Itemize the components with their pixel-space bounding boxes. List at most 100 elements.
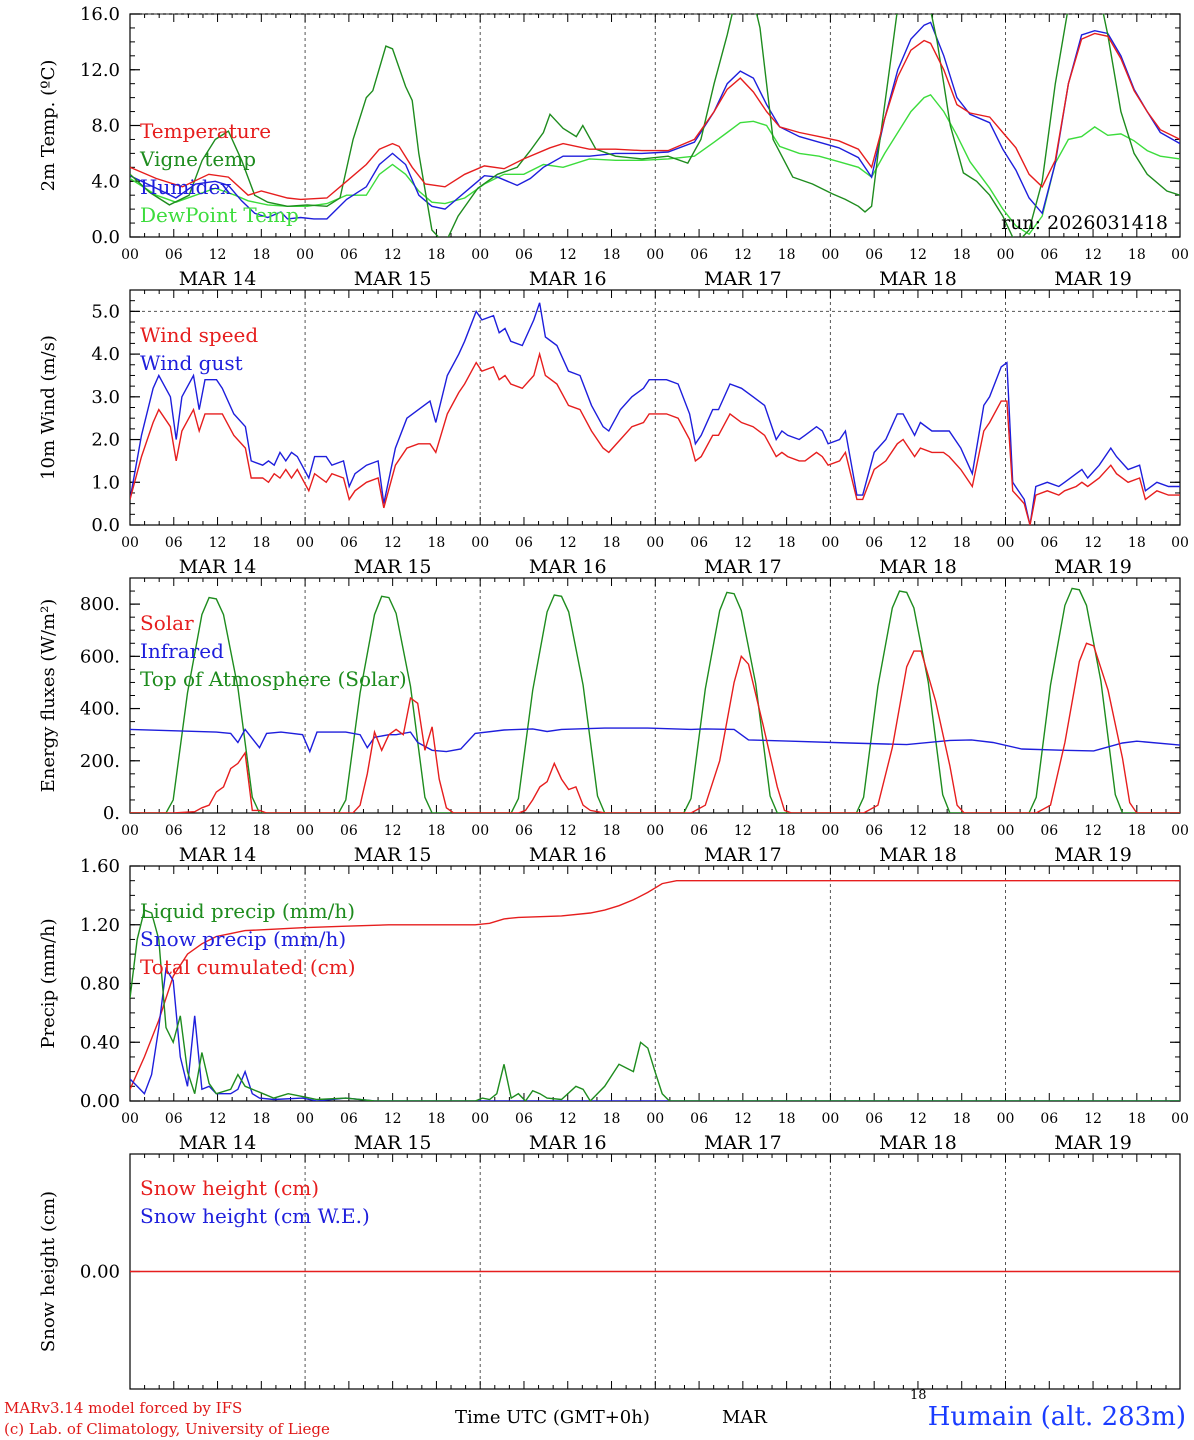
time-axis-label: Time UTC (GMT+0h) — [455, 1407, 650, 1428]
x-day-label: MAR 18 — [879, 268, 957, 290]
x-hour-label: 06 — [515, 823, 533, 839]
x-hour-label: 12 — [1084, 247, 1102, 263]
x-hour-label: 18 — [603, 247, 621, 263]
x-hour-label: 18 — [252, 535, 270, 551]
y-axis-label: Snow height (cm) — [38, 1191, 59, 1352]
y-tick-label: 3.0 — [91, 387, 120, 408]
x-hour-label: 12 — [1084, 823, 1102, 839]
y-tick-label: 0.80 — [80, 974, 120, 995]
x-day-label: MAR 15 — [354, 268, 432, 290]
y-tick-label: 0.0 — [91, 227, 120, 248]
station-title: Humain (alt. 283m) — [927, 1402, 1186, 1432]
x-hour-label: 12 — [559, 535, 577, 551]
series-line-wind-speed — [130, 351, 1180, 525]
x-day-label: MAR 19 — [1054, 844, 1132, 866]
x-day-label: MAR 19 — [1054, 1132, 1132, 1154]
y-tick-label: 4.0 — [91, 344, 120, 365]
x-hour-label: 12 — [1084, 1111, 1102, 1127]
x-hour-label: 12 — [209, 1111, 227, 1127]
x-day-label: MAR 17 — [704, 1132, 782, 1154]
x-hour-label: 12 — [384, 1111, 402, 1127]
x-hour-label: 18 — [953, 535, 971, 551]
x-hour-label: 06 — [865, 823, 883, 839]
x-hour-label: 06 — [865, 1111, 883, 1127]
x-day-label: MAR 16 — [529, 1132, 607, 1154]
x-day-label: MAR 17 — [704, 556, 782, 578]
x-hour-label: 12 — [384, 823, 402, 839]
legend-entry: DewPoint Temp — [140, 203, 299, 227]
x-hour-label: 12 — [209, 247, 227, 263]
x-hour-label: 00 — [646, 247, 664, 263]
y-tick-label: 200. — [80, 751, 120, 772]
x-hour-label: 00 — [471, 247, 489, 263]
x-hour-label: 00 — [1171, 247, 1189, 263]
series-line-humidex — [130, 21, 1180, 220]
series-line-infrared — [130, 727, 1180, 754]
x-hour-label: 18 — [1128, 247, 1146, 263]
x-hour-label: 12 — [209, 535, 227, 551]
legend-entry: Wind speed — [140, 323, 258, 347]
y-tick-label: 400. — [80, 699, 120, 720]
x-hour-label: 06 — [690, 535, 708, 551]
x-hour-label: 00 — [1171, 535, 1189, 551]
x-hour-label: 06 — [1040, 535, 1058, 551]
x-hour-label: 00 — [646, 535, 664, 551]
x-hour-label: 06 — [690, 1111, 708, 1127]
x-hour-label: 00 — [471, 1111, 489, 1127]
x-hour-label: 00 — [1171, 823, 1189, 839]
y-tick-label: 12.0 — [80, 60, 120, 81]
x-hour-label: 12 — [209, 823, 227, 839]
x-hour-label: 00 — [296, 535, 314, 551]
footer-small-number: 18 — [910, 1388, 927, 1403]
x-hour-label: 18 — [428, 535, 446, 551]
x-hour-label: 18 — [603, 823, 621, 839]
x-hour-label: 12 — [734, 1111, 752, 1127]
x-hour-label: 12 — [384, 247, 402, 263]
x-hour-label: 18 — [603, 1111, 621, 1127]
x-hour-label: 00 — [471, 823, 489, 839]
x-hour-label: 12 — [559, 247, 577, 263]
legend-entry: Total cumulated (cm) — [140, 955, 356, 979]
x-hour-label: 18 — [1128, 535, 1146, 551]
x-day-label: MAR 14 — [179, 1132, 257, 1154]
x-hour-label: 06 — [340, 247, 358, 263]
legend-entry: Snow precip (mm/h) — [140, 927, 346, 951]
x-hour-label: 00 — [121, 823, 139, 839]
x-day-label: MAR 15 — [354, 556, 432, 578]
x-hour-label: 00 — [821, 823, 839, 839]
legend-entry: Humidex — [140, 175, 232, 199]
y-tick-label: 0.40 — [80, 1032, 120, 1053]
x-hour-label: 00 — [821, 1111, 839, 1127]
x-hour-label: 06 — [690, 247, 708, 263]
x-hour-label: 06 — [1040, 1111, 1058, 1127]
x-hour-label: 00 — [121, 247, 139, 263]
x-hour-label: 06 — [1040, 247, 1058, 263]
legend-entry: Wind gust — [140, 351, 243, 375]
x-hour-label: 18 — [778, 535, 796, 551]
x-hour-label: 00 — [997, 1111, 1015, 1127]
x-hour-label: 12 — [559, 823, 577, 839]
x-hour-label: 06 — [515, 535, 533, 551]
x-day-label: MAR 19 — [1054, 268, 1132, 290]
x-hour-label: 00 — [821, 247, 839, 263]
x-hour-label: 12 — [559, 1111, 577, 1127]
x-hour-label: 12 — [909, 823, 927, 839]
x-hour-label: 00 — [646, 823, 664, 839]
x-hour-label: 00 — [821, 535, 839, 551]
x-day-label: MAR 14 — [179, 556, 257, 578]
x-day-label: MAR 16 — [529, 556, 607, 578]
y-axis-label: 10m Wind (m/s) — [38, 335, 59, 480]
legend-entry: Snow height (cm) — [140, 1176, 319, 1200]
x-hour-label: 00 — [121, 1111, 139, 1127]
x-hour-label: 06 — [165, 823, 183, 839]
x-hour-label: 12 — [734, 823, 752, 839]
y-tick-label: 1.0 — [91, 472, 120, 493]
x-hour-label: 06 — [340, 1111, 358, 1127]
x-hour-label: 12 — [909, 1111, 927, 1127]
x-hour-label: 18 — [603, 535, 621, 551]
x-hour-label: 18 — [778, 247, 796, 263]
y-tick-label: 16.0 — [80, 4, 120, 25]
legend-entry: Top of Atmosphere (Solar) — [140, 667, 407, 691]
legend-entry: Snow height (cm W.E.) — [140, 1204, 370, 1228]
series-line-liquid-precip-mm-h- — [130, 909, 1180, 1101]
